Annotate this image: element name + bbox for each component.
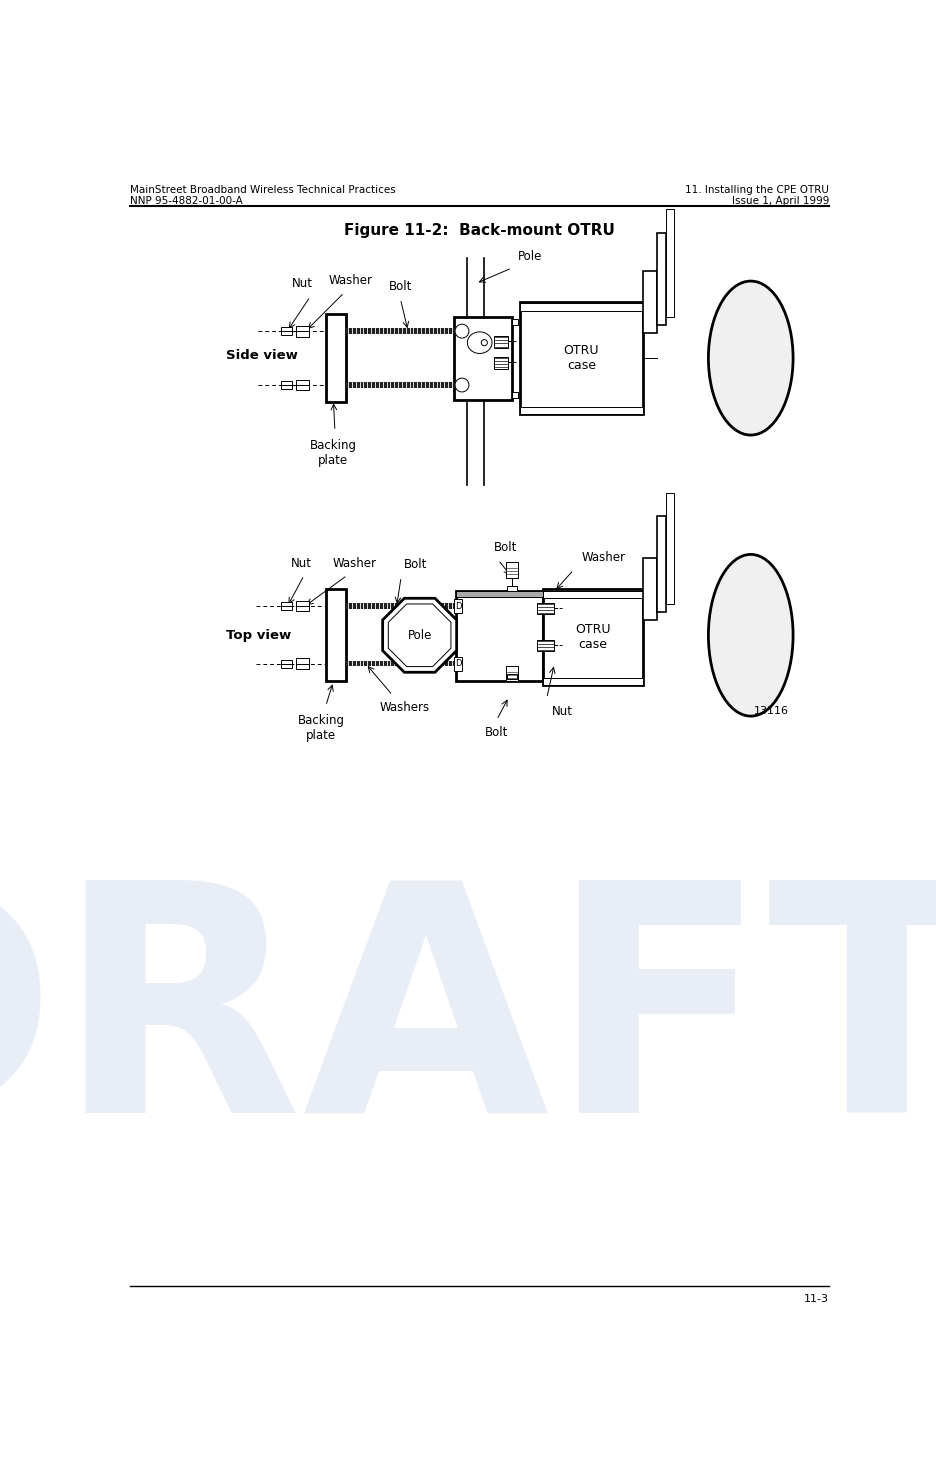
Text: Side view: Side view (226, 350, 298, 362)
Bar (537, 602, 554, 614)
Bar (519, 303, 643, 415)
Bar (281, 660, 292, 667)
Text: NNP 95-4882-01-00-A: NNP 95-4882-01-00-A (130, 196, 242, 205)
Polygon shape (383, 598, 457, 672)
Ellipse shape (709, 280, 793, 435)
Text: Nut: Nut (291, 556, 313, 570)
Polygon shape (388, 604, 451, 667)
Text: Bolt: Bolt (388, 279, 412, 292)
Bar (643, 558, 657, 620)
Text: MainStreet Broadband Wireless Technical Practices: MainStreet Broadband Wireless Technical … (130, 184, 396, 195)
Bar (326, 589, 346, 682)
Text: Nut: Nut (552, 704, 573, 717)
Text: Washer: Washer (333, 556, 377, 570)
Text: Backing
plate: Backing plate (310, 438, 357, 466)
Circle shape (481, 339, 488, 345)
Text: OTRU
case: OTRU case (575, 623, 610, 651)
Bar (543, 590, 643, 598)
Bar (657, 517, 666, 613)
Bar (454, 317, 512, 400)
Text: 11-3: 11-3 (804, 1294, 829, 1305)
Bar (281, 328, 292, 335)
Bar (297, 326, 309, 337)
Bar (494, 357, 508, 369)
Text: DRAFT: DRAFT (0, 869, 936, 1179)
Bar (454, 599, 462, 613)
Bar (657, 233, 666, 325)
Text: Issue 1, April 1999: Issue 1, April 1999 (732, 196, 829, 205)
Text: Backing
plate: Backing plate (298, 714, 344, 742)
Bar (346, 329, 462, 334)
Bar (297, 379, 309, 391)
Bar (543, 589, 643, 685)
Bar (505, 562, 519, 577)
Ellipse shape (709, 555, 793, 716)
Bar (519, 406, 643, 415)
Text: Nut: Nut (292, 277, 314, 291)
Text: Bolt: Bolt (485, 726, 508, 739)
Bar (505, 666, 519, 682)
Circle shape (455, 378, 469, 393)
Bar (643, 272, 657, 332)
Text: Washers: Washers (379, 701, 430, 714)
Bar (666, 210, 674, 317)
Bar (666, 493, 674, 605)
Bar (297, 658, 309, 669)
Bar (346, 604, 456, 608)
Bar (281, 381, 292, 388)
Text: Figure 11-2:  Back-mount OTRU: Figure 11-2: Back-mount OTRU (344, 223, 615, 238)
Bar (326, 314, 346, 401)
Bar (454, 657, 462, 670)
Text: Pole: Pole (407, 629, 431, 642)
Text: Top view: Top view (226, 629, 291, 642)
Bar (507, 586, 517, 592)
Circle shape (455, 325, 469, 338)
Text: OTRU
case: OTRU case (563, 344, 599, 372)
Bar (346, 382, 462, 388)
Bar (346, 661, 456, 667)
Text: D: D (455, 602, 461, 611)
Bar (297, 601, 309, 611)
Text: 11. Installing the CPE OTRU: 11. Installing the CPE OTRU (685, 184, 829, 195)
Bar (512, 393, 519, 399)
Bar (507, 673, 517, 679)
Text: D: D (455, 660, 461, 669)
Bar (543, 677, 643, 685)
Bar (456, 592, 543, 682)
Text: Pole: Pole (519, 251, 543, 263)
Bar (537, 641, 554, 651)
Bar (456, 590, 543, 596)
Bar (512, 319, 519, 325)
Bar (519, 304, 643, 311)
Text: Washer: Washer (329, 275, 373, 288)
Text: Washer: Washer (581, 552, 625, 564)
Text: Bolt: Bolt (494, 542, 518, 555)
Bar (494, 335, 508, 348)
Text: 13116: 13116 (754, 706, 789, 716)
Bar (281, 602, 292, 610)
Text: Bolt: Bolt (404, 558, 428, 571)
